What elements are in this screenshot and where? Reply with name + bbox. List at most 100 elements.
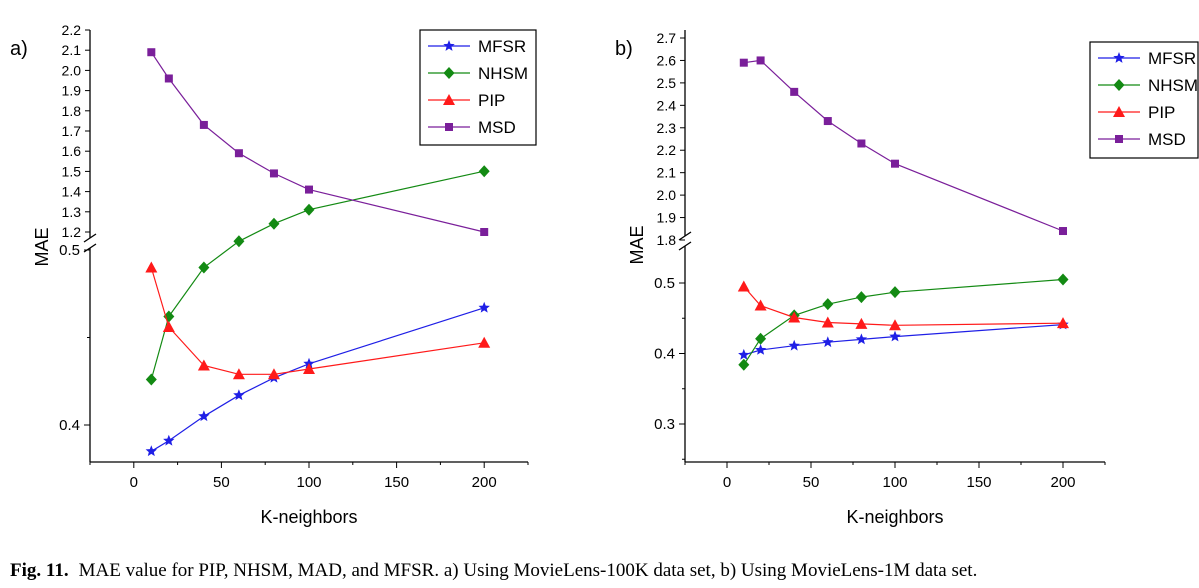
y-tick-label: 2.4: [657, 97, 677, 113]
data-point-pip: [737, 280, 750, 292]
data-point-msd: [739, 58, 748, 67]
series-line-pip: [150, 267, 485, 375]
x-tick-label: 100: [296, 474, 321, 491]
data-point-pip: [267, 368, 280, 380]
data-point-nhsm: [268, 217, 280, 230]
series-msd: [147, 48, 489, 236]
chart-panel-b: b) 0 50 100 150 200 1.8 1.9 2.0 2.1 2.2 2.3 2.4 2.5 2.…: [615, 30, 1199, 527]
data-point-msd: [269, 169, 278, 178]
x-tick-label: 150: [384, 474, 409, 491]
data-point-msd: [756, 56, 765, 65]
panel-label: a): [10, 38, 28, 60]
data-point-mfsr: [145, 445, 157, 457]
legend-label: MSD: [1148, 130, 1186, 149]
y-tick-label: 1.4: [62, 184, 82, 200]
data-point-pip: [303, 363, 315, 374]
data-point-nhsm: [822, 298, 834, 311]
y-tick-label: 2.1: [62, 42, 82, 58]
data-point-msd: [164, 74, 173, 83]
series-msd: [739, 56, 1067, 236]
data-point-msd: [790, 87, 799, 96]
x-tick-label: 150: [966, 474, 991, 491]
axis-break-mark: [678, 231, 692, 241]
data-point-nhsm: [303, 203, 315, 216]
data-point-pip: [162, 321, 175, 332]
series-nhsm: [145, 165, 490, 386]
x-axis-label: K-neighbors: [260, 507, 357, 527]
legend: MFSR NHSM PIP MSD: [419, 29, 537, 146]
y-tick-label: 2.0: [62, 62, 82, 78]
data-point-msd: [305, 185, 313, 194]
axis-break-mark: [83, 243, 97, 253]
data-point-mfsr: [198, 410, 210, 422]
data-point-mfsr: [163, 434, 175, 446]
data-point-nhsm: [889, 286, 901, 299]
data-point-pip: [145, 261, 158, 273]
x-tick-label: 200: [472, 474, 497, 491]
data-point-msd: [823, 117, 832, 126]
y-tick-label: 1.8: [657, 232, 677, 248]
y-axis-label: MAE: [32, 227, 52, 266]
legend: MFSR NHSM PIP MSD: [1089, 41, 1199, 159]
y-tick-label: 2.5: [657, 75, 677, 91]
y-tick-label: 0.5: [654, 275, 675, 292]
y-tick-label: 1.5: [62, 163, 82, 179]
legend-marker: [443, 40, 455, 51]
series-line-nhsm: [150, 170, 485, 380]
data-point-nhsm: [738, 358, 750, 371]
data-point-pip: [1057, 317, 1069, 329]
series-line-msd: [743, 59, 1064, 232]
series-pip: [145, 261, 491, 380]
series-pip: [737, 280, 1069, 331]
y-tick-label: 2.3: [657, 120, 677, 136]
y-tick-label: 2.7: [657, 30, 677, 46]
y-tick-label: 2.0: [657, 187, 677, 203]
y-tick-label: 2.6: [657, 52, 677, 68]
x-axis-label: K-neighbors: [846, 507, 943, 527]
data-point-pip: [754, 299, 767, 311]
series-nhsm: [738, 273, 1069, 371]
data-point-pip: [889, 319, 901, 331]
legend-label: NHSM: [1148, 76, 1198, 95]
y-tick-label: 1.7: [62, 123, 82, 139]
data-point-pip: [855, 317, 868, 329]
data-point-msd: [234, 149, 243, 158]
data-point-mfsr: [233, 389, 245, 401]
y-tick-label: 0.4: [59, 417, 80, 434]
series-line-mfsr: [150, 307, 485, 452]
data-point-nhsm: [755, 332, 767, 345]
legend-label: PIP: [1148, 103, 1175, 122]
series-mfsr: [145, 301, 490, 457]
axis-break-mark: [678, 241, 692, 251]
y-tick-label: 1.6: [62, 143, 82, 159]
data-point-msd: [1059, 227, 1067, 236]
data-point-nhsm: [198, 261, 210, 274]
legend-marker: [1113, 52, 1125, 63]
data-point-nhsm: [855, 291, 867, 304]
data-point-nhsm: [145, 373, 157, 386]
data-point-msd: [147, 48, 156, 57]
caption-text: MAE value for PIP, NHSM, MAD, and MFSR. …: [78, 560, 978, 581]
y-tick-label: 1.2: [62, 224, 82, 240]
data-point-mfsr: [478, 301, 490, 313]
y-tick-label: 0.4: [654, 346, 675, 363]
legend-label: NHSM: [478, 64, 528, 83]
legend-box: [419, 29, 537, 146]
y-tick-label: 1.8: [62, 103, 82, 119]
data-point-pip: [478, 336, 491, 348]
data-point-pip: [821, 316, 834, 328]
y-axis-label: MAE: [627, 225, 647, 264]
data-point-pip: [197, 359, 210, 371]
data-point-mfsr: [822, 336, 834, 348]
legend-marker: [445, 123, 453, 131]
data-point-msd: [199, 120, 208, 129]
axis-break-mark: [83, 233, 97, 243]
data-point-msd: [857, 139, 866, 148]
x-tick-label: 0: [723, 474, 731, 491]
data-point-nhsm: [478, 165, 490, 178]
data-point-mfsr: [754, 344, 767, 355]
legend-label: MFSR: [1148, 49, 1196, 68]
y-tick-label: 0.3: [654, 416, 675, 433]
y-tick-label: 2.1: [657, 165, 677, 181]
